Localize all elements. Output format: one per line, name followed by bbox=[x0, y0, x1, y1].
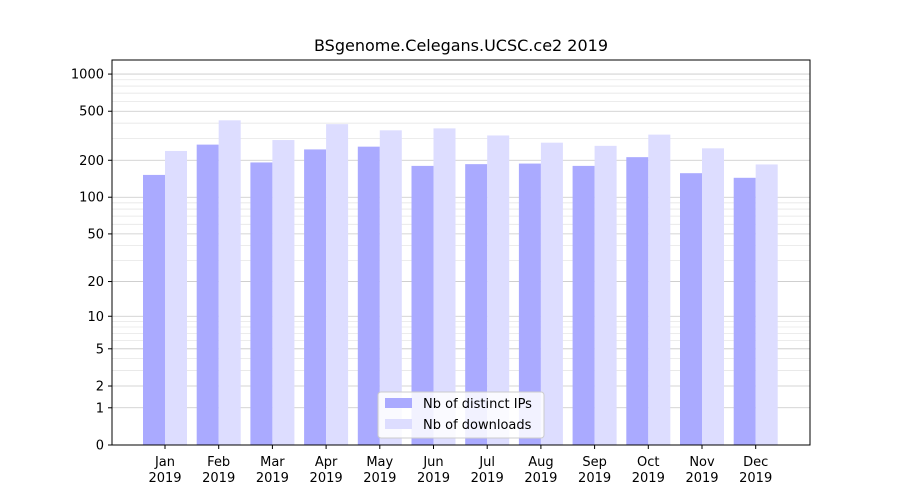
x-tick-label-year: 2019 bbox=[739, 471, 772, 486]
x-tick-label-month: Sep bbox=[582, 455, 607, 470]
x-tick-label-year: 2019 bbox=[310, 471, 343, 486]
legend-label-downloads: Nb of downloads bbox=[423, 418, 532, 433]
x-tick-label-month: Jul bbox=[478, 455, 495, 470]
x-tick-label-month: Dec bbox=[743, 455, 768, 470]
y-tick-label: 0 bbox=[96, 439, 104, 454]
y-tick-label: 1000 bbox=[71, 68, 104, 83]
y-tick-label: 20 bbox=[87, 275, 104, 290]
bar-distinct-ips bbox=[626, 157, 649, 446]
x-axis: Jan2019Feb2019Mar2019Apr2019May2019Jun20… bbox=[148, 445, 772, 486]
bar-downloads bbox=[165, 150, 187, 446]
bar-downloads bbox=[648, 134, 671, 445]
x-tick-label-year: 2019 bbox=[685, 471, 718, 486]
x-tick-label-year: 2019 bbox=[417, 471, 450, 486]
bar-downloads bbox=[218, 120, 241, 446]
x-tick-label-month: Aug bbox=[528, 455, 553, 470]
y-axis: 0 1 2 5 10 20 50 100 200 500 1000 bbox=[71, 68, 112, 454]
x-tick-label-year: 2019 bbox=[471, 471, 504, 486]
bar-distinct-ips bbox=[465, 164, 488, 445]
x-tick-label-year: 2019 bbox=[578, 471, 611, 486]
x-tick-label-month: Mar bbox=[260, 455, 285, 470]
bar-distinct-ips bbox=[680, 173, 702, 445]
x-tick-label-month: Jan bbox=[154, 455, 175, 470]
bar-distinct-ips bbox=[733, 177, 756, 445]
x-tick-label-month: Jun bbox=[422, 455, 443, 470]
x-tick-label-month: May bbox=[366, 455, 393, 470]
legend-swatch-ips bbox=[385, 398, 412, 408]
y-tick-label: 2 bbox=[96, 380, 104, 395]
x-tick-label-year: 2019 bbox=[202, 471, 235, 486]
bar-distinct-ips bbox=[411, 165, 434, 446]
bar-distinct-ips bbox=[572, 165, 595, 446]
bar-downloads bbox=[379, 130, 402, 445]
bar-downloads bbox=[487, 135, 510, 445]
bar-downloads bbox=[433, 128, 456, 445]
y-tick-label: 50 bbox=[87, 227, 104, 242]
bars bbox=[143, 120, 778, 446]
legend-swatch-downloads bbox=[385, 419, 412, 429]
bar-distinct-ips bbox=[304, 149, 327, 445]
y-tick-label: 200 bbox=[79, 154, 104, 169]
bar-downloads bbox=[594, 145, 617, 445]
x-tick-label-year: 2019 bbox=[363, 471, 396, 486]
y-tick-label: 1 bbox=[96, 401, 104, 416]
x-tick-label-month: Oct bbox=[637, 455, 659, 470]
bar-distinct-ips bbox=[518, 163, 541, 445]
y-tick-label: 5 bbox=[96, 342, 104, 357]
bar-distinct-ips bbox=[357, 146, 380, 445]
legend: Nb of distinct IPs Nb of downloads bbox=[377, 391, 545, 439]
bar-downloads bbox=[702, 148, 724, 445]
bar-downloads bbox=[326, 124, 349, 446]
x-tick-label-month: Nov bbox=[689, 455, 715, 470]
bar-downloads bbox=[755, 164, 778, 446]
x-tick-label-month: Apr bbox=[315, 455, 338, 470]
legend-label-ips: Nb of distinct IPs bbox=[423, 397, 532, 412]
y-tick-label: 10 bbox=[87, 310, 104, 325]
bar-downloads bbox=[272, 140, 295, 445]
y-tick-label: 500 bbox=[79, 105, 104, 120]
x-tick-label-year: 2019 bbox=[632, 471, 665, 486]
bar-distinct-ips bbox=[196, 144, 219, 446]
legend-box bbox=[377, 391, 545, 439]
y-tick-label: 100 bbox=[79, 191, 104, 206]
x-tick-label-year: 2019 bbox=[256, 471, 289, 486]
plot-frame bbox=[111, 59, 811, 446]
bar-downloads bbox=[540, 142, 563, 445]
bar-distinct-ips bbox=[143, 174, 165, 445]
x-tick-label-year: 2019 bbox=[524, 471, 557, 486]
chart-title: BSgenome.Celegans.UCSC.ce2 2019 bbox=[314, 36, 608, 55]
bar-distinct-ips bbox=[250, 162, 273, 445]
x-tick-label-year: 2019 bbox=[148, 471, 181, 486]
x-tick-label-month: Feb bbox=[207, 455, 230, 470]
